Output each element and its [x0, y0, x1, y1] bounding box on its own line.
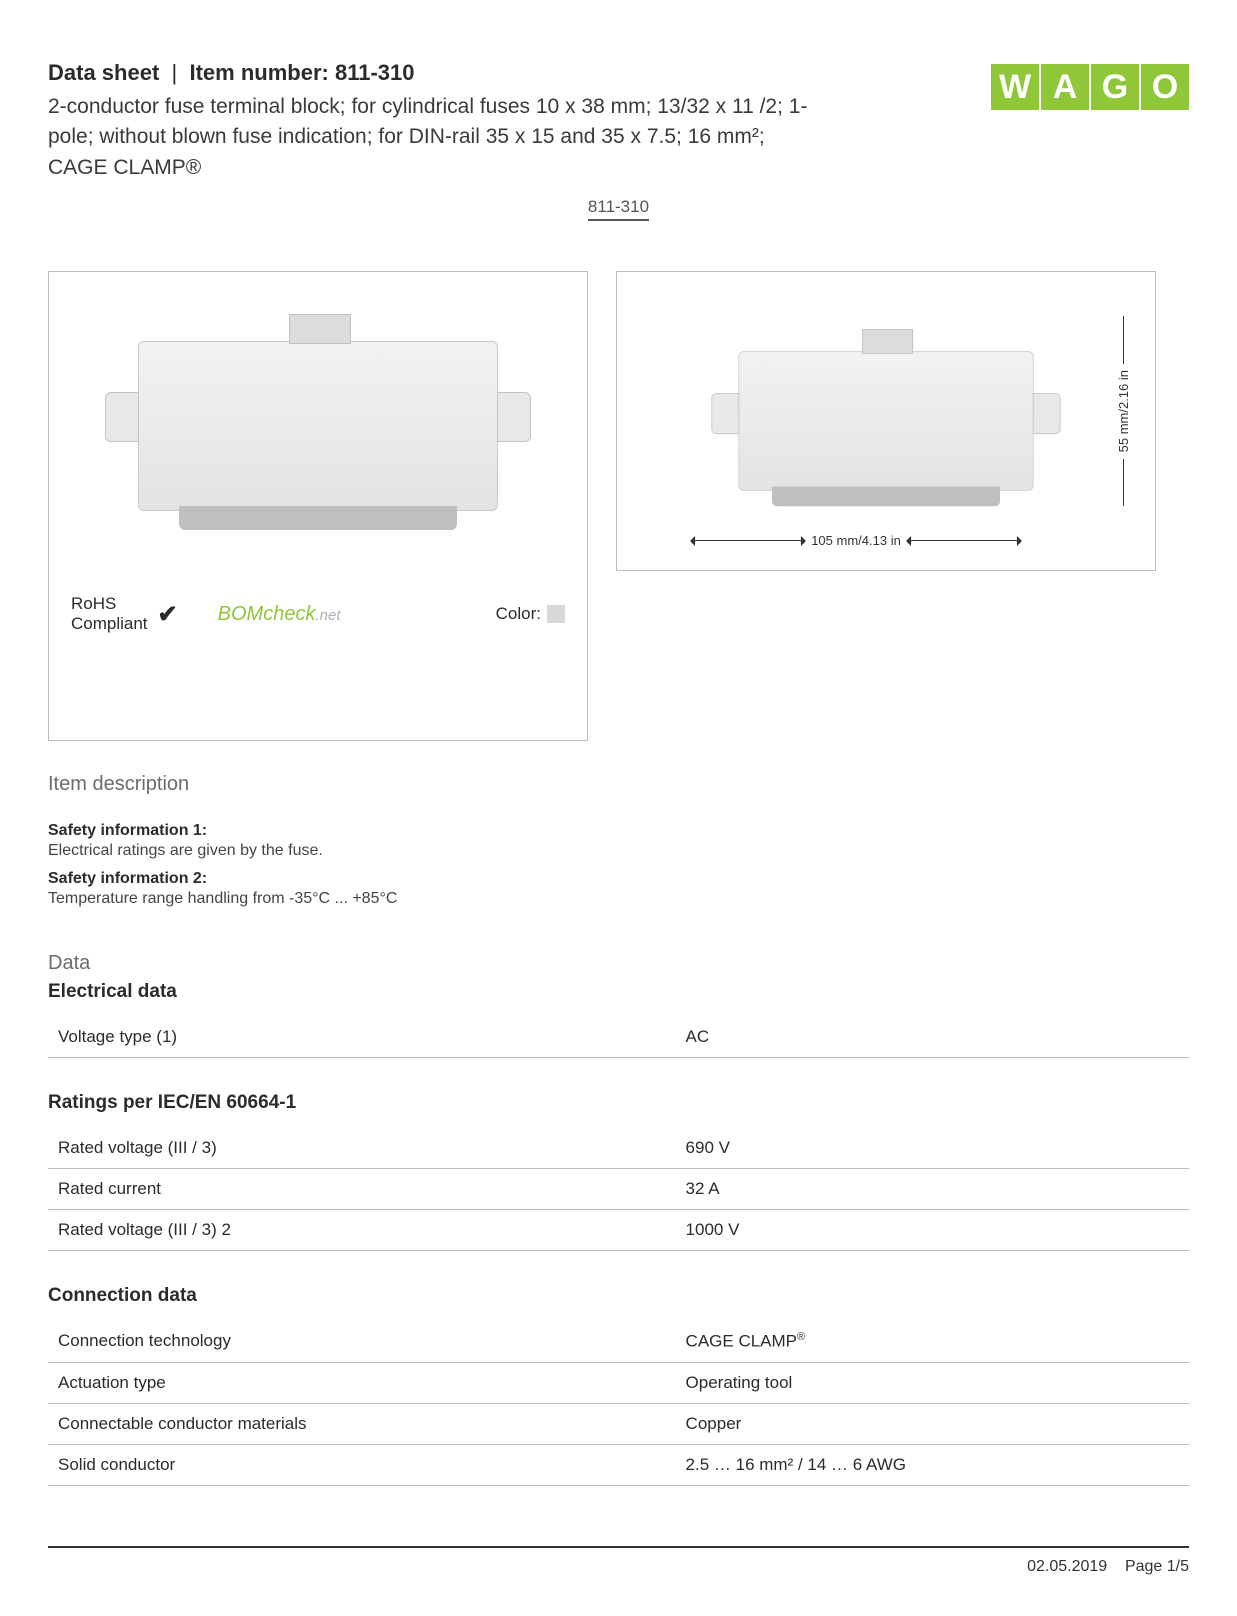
color-swatch [547, 605, 565, 623]
title-prefix: Data sheet [48, 60, 159, 85]
item-description-heading: Item description [48, 773, 1189, 796]
height-dimension: 55 mm/2.16 in [1116, 316, 1131, 506]
row-label: Solid conductor [48, 1444, 676, 1485]
table-row: Actuation type Operating tool [48, 1362, 1189, 1403]
check-icon: ✔ [158, 600, 178, 629]
dimension-figure: 105 mm/4.13 in 55 mm/2.16 in [631, 286, 1141, 556]
dimension-image-card: 105 mm/4.13 in 55 mm/2.16 in [616, 271, 1156, 571]
rohs-sub: Compliant [71, 614, 148, 634]
product-image-card: RoHS Compliant ✔ BOMcheck.net Color: [48, 271, 588, 741]
compliance-row: RoHS Compliant ✔ BOMcheck.net Color: [63, 566, 573, 644]
rohs-badge: RoHS Compliant ✔ [71, 594, 178, 634]
safety-block: Safety information 1: Electrical ratings… [48, 822, 1189, 908]
row-value: 1000 V [676, 1210, 1189, 1251]
header-text-block: Data sheet | Item number: 811-310 2-cond… [48, 60, 828, 183]
row-value: CAGE CLAMP® [676, 1321, 1189, 1362]
ratings-table: Rated voltage (III / 3) 690 V Rated curr… [48, 1128, 1189, 1251]
header: Data sheet | Item number: 811-310 2-cond… [48, 60, 1189, 183]
item-number-link[interactable]: 811-310 [588, 197, 649, 221]
width-label: 105 mm/4.13 in [811, 533, 901, 548]
row-label: Connectable conductor materials [48, 1403, 676, 1444]
width-dimension: 105 mm/4.13 in [691, 533, 1021, 548]
row-label: Actuation type [48, 1362, 676, 1403]
safety2-text: Temperature range handling from -35°C ..… [48, 890, 1189, 908]
images-row: RoHS Compliant ✔ BOMcheck.net Color: 105 [48, 271, 1189, 741]
bomcheck-text: BOMcheck [218, 603, 316, 625]
connection-data-heading: Connection data [48, 1285, 1189, 1307]
row-label: Rated voltage (III / 3) [48, 1128, 676, 1169]
electrical-data-table: Voltage type (1) AC [48, 1017, 1189, 1058]
wago-logo: W A G O [991, 60, 1189, 110]
logo-letter-a: A [1041, 64, 1089, 110]
rohs-label: RoHS [71, 594, 148, 614]
bomcheck-logo: BOMcheck.net [218, 603, 341, 626]
title-item-label: Item number: [189, 60, 328, 85]
row-label: Voltage type (1) [48, 1017, 676, 1058]
ratings-heading: Ratings per IEC/EN 60664-1 [48, 1092, 1189, 1114]
logo-letter-o: O [1141, 64, 1189, 110]
row-label: Rated voltage (III / 3) 2 [48, 1210, 676, 1251]
connection-data-table: Connection technology CAGE CLAMP® Actuat… [48, 1321, 1189, 1486]
row-value: AC [676, 1017, 1189, 1058]
logo-letter-w: W [991, 64, 1039, 110]
color-indicator: Color: [496, 604, 565, 624]
row-value: Operating tool [676, 1362, 1189, 1403]
safety2-label: Safety information 2: [48, 870, 1189, 888]
row-label: Connection technology [48, 1321, 676, 1362]
logo-letter-g: G [1091, 64, 1139, 110]
safety1-label: Safety information 1: [48, 822, 1189, 840]
table-row: Connection technology CAGE CLAMP® [48, 1321, 1189, 1362]
table-row: Voltage type (1) AC [48, 1017, 1189, 1058]
title-separator: | [165, 60, 183, 85]
product-photo [63, 286, 573, 566]
electrical-data-heading: Electrical data [48, 981, 1189, 1003]
bomcheck-suffix: .net [315, 607, 340, 624]
color-label: Color: [496, 604, 541, 624]
row-value: 2.5 … 16 mm² / 14 … 6 AWG [676, 1444, 1189, 1485]
row-value: Copper [676, 1403, 1189, 1444]
table-row: Connectable conductor materials Copper [48, 1403, 1189, 1444]
footer-date: 02.05.2019 [1027, 1558, 1107, 1575]
footer-page: Page 1/5 [1125, 1558, 1189, 1575]
subtitle: 2-conductor fuse terminal block; for cyl… [48, 92, 828, 183]
data-heading: Data [48, 952, 1189, 975]
title-item-number: 811-310 [335, 60, 415, 85]
safety1-text: Electrical ratings are given by the fuse… [48, 842, 1189, 860]
table-row: Solid conductor 2.5 … 16 mm² / 14 … 6 AW… [48, 1444, 1189, 1485]
height-label: 55 mm/2.16 in [1116, 370, 1131, 452]
page-title: Data sheet | Item number: 811-310 [48, 60, 828, 86]
table-row: Rated voltage (III / 3) 690 V [48, 1128, 1189, 1169]
row-value: 690 V [676, 1128, 1189, 1169]
table-row: Rated current 32 A [48, 1169, 1189, 1210]
row-value: 32 A [676, 1169, 1189, 1210]
page-footer: 02.05.2019 Page 1/5 [48, 1546, 1189, 1576]
table-row: Rated voltage (III / 3) 2 1000 V [48, 1210, 1189, 1251]
row-label: Rated current [48, 1169, 676, 1210]
item-link-row: 811-310 [48, 197, 1189, 221]
